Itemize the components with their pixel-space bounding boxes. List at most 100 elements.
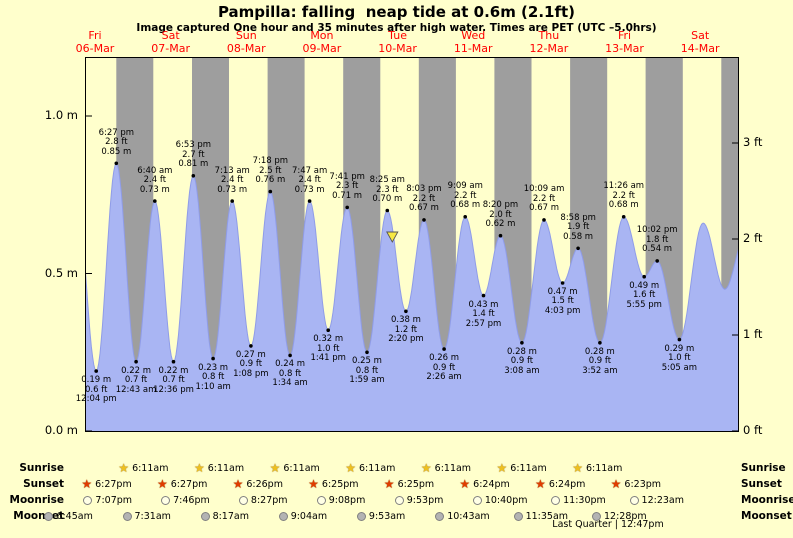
tide-height-ft-label: 1.0 ft: [668, 353, 691, 364]
tide-extreme-dot: [542, 218, 546, 222]
sunrise-star-icon: ★: [496, 461, 508, 475]
astro-label-right-sunrise: Sunrise: [741, 462, 786, 474]
astro-time: 10:43am: [447, 510, 490, 522]
tide-time-label: 1:34 am: [272, 378, 308, 389]
tide-extreme-dot: [211, 356, 215, 361]
tide-height-m-label: 0.68 m: [450, 200, 481, 211]
sunrise-star-icon: ★: [193, 461, 205, 475]
tide-height-ft-label: 1.2 ft: [394, 324, 418, 335]
low-tide-annotation: 0.23 m 0.8 ft 1:10 am: [181, 362, 245, 393]
astro-entry-moonset: 12:28pm: [591, 509, 647, 523]
astro-entry-moonrise: 9:53pm: [394, 493, 443, 507]
day-date: 11-Mar: [453, 41, 493, 55]
sunset-star-icon: ★: [459, 477, 471, 491]
tide-time-label: 6:53 pm: [175, 140, 212, 151]
tide-time-label: 3:52 am: [582, 365, 618, 376]
day-name: Sat: [161, 29, 180, 42]
tide-height-m-label: 0.73 m: [217, 184, 248, 195]
astro-entry-sunset: ★ 6:23pm: [611, 477, 661, 491]
sunset-star-icon: ★: [383, 477, 395, 491]
astro-row-moonrise: Moonrise Moonrise 7:07pm 7:46pm 8:27pm 9:08pm…: [0, 493, 793, 507]
astro-entry-sunset: ★ 6:26pm: [233, 477, 283, 491]
astro-time: 6:11am: [510, 462, 547, 474]
tide-height-m-label: 0.49 m: [629, 280, 660, 291]
day-label: Thu 12-Mar: [509, 29, 589, 55]
astro-time: 6:24pm: [473, 478, 510, 490]
tide-extreme-dot: [191, 174, 196, 178]
tide-time-label: 4:03 pm: [544, 305, 581, 316]
tide-height-m-label: 0.28 m: [506, 346, 537, 357]
tide-height-m-label: 0.85 m: [101, 146, 132, 157]
tide-time-label: 9:09 am: [447, 181, 483, 192]
tide-height-ft-label: 2.2 ft: [454, 190, 477, 201]
astro-time: 6:25pm: [397, 478, 435, 490]
day-date: 10-Mar: [378, 41, 417, 55]
tide-height-m-label: 0.23 m: [198, 362, 229, 373]
tide-height-m-label: 0.68 m: [608, 200, 639, 211]
tide-height-m-label: 0.81 m: [178, 159, 209, 170]
astro-time: 8:27pm: [250, 494, 288, 506]
astro-time: 11:30pm: [563, 494, 606, 506]
tide-height-m-label: 0.70 m: [372, 194, 403, 204]
astro-entry-moonrise: 11:30pm: [551, 493, 606, 507]
low-tide-annotation: 0.28 m 0.9 ft 3:52 am: [568, 347, 632, 377]
tide-time-label: 10:02 pm: [636, 225, 678, 236]
tide-height-ft-label: 2.2 ft: [412, 193, 436, 204]
tide-extreme-dot: [422, 218, 426, 222]
tide-height-ft-label: 0.9 ft: [432, 362, 456, 373]
high-tide-annotation: 6:40 am 2.4 ft 0.73 m: [123, 166, 187, 196]
tide-time-label: 7:18 pm: [252, 156, 289, 167]
low-tide-annotation: 0.38 m 1.2 ft 2:20 pm: [374, 316, 438, 345]
tide-time-label: 1:41 pm: [310, 353, 346, 364]
tide-height-m-label: 0.24 m: [275, 359, 305, 370]
tide-extreme-dot: [621, 215, 626, 219]
day-label: Fri 06-Mar: [55, 29, 135, 55]
tide-time-label: 12:36 pm: [153, 384, 194, 395]
tide-extreme-dot: [94, 369, 98, 373]
day-label: Fri 13-Mar: [585, 29, 665, 55]
high-tide-annotation: 7:18 pm 2.5 ft 0.76 m: [238, 157, 302, 186]
tide-height-ft-label: 2.7 ft: [182, 149, 205, 160]
tide-time-label: 8:58 pm: [560, 212, 596, 223]
astro-entry-moonrise: 7:07pm: [83, 493, 132, 507]
tide-height-ft-label: 2.2 ft: [532, 193, 556, 204]
sunrise-star-icon: ★: [118, 461, 130, 475]
astro-time: 10:40pm: [484, 494, 528, 506]
low-tide-annotation: 0.27 m 0.9 ft 1:08 pm: [219, 350, 283, 380]
tide-time-label: 11:26 am: [603, 181, 645, 192]
astro-row-sunrise: Sunrise Sunrise ★ 6:11am ★ 6:11am ★ 6:11am ★ 6:11…: [0, 461, 793, 475]
astro-time: 6:26pm: [246, 478, 283, 490]
tide-extreme-dot: [598, 341, 602, 345]
tide-height-ft-label: 1.4 ft: [472, 309, 495, 320]
astro-time: 7:31am: [134, 510, 171, 522]
astro-entry-sunset: ★ 6:27pm: [157, 477, 207, 491]
astro-entry-moonset: 6:45am: [44, 509, 93, 523]
tide-extreme-dot: [385, 208, 390, 213]
tide-time-label: 3:08 am: [504, 365, 540, 376]
low-tide-annotation: 0.22 m 0.7 ft 12:36 pm: [142, 366, 206, 396]
day-date: 07-Mar: [151, 41, 190, 55]
astro-entry-sunrise: ★ 6:11am: [497, 461, 547, 475]
sunrise-star-icon: ★: [572, 461, 583, 475]
moon-phase-label: Last Quarter | 12:47pm: [552, 519, 664, 530]
moonset-disc-icon: [44, 511, 54, 521]
sunset-star-icon: ★: [156, 477, 168, 491]
tide-height-m-label: 0.47 m: [547, 286, 578, 297]
astro-time: 12:23am: [641, 494, 684, 506]
tide-height-ft-label: 2.2 ft: [612, 190, 635, 201]
astro-entry-moonset: 9:04am: [278, 509, 327, 523]
tide-extreme-dot: [404, 309, 408, 314]
tide-height-ft-label: 0.7 ft: [124, 375, 148, 386]
astro-label-left-sunrise: Sunrise: [19, 462, 64, 474]
astro-time: 6:27pm: [95, 478, 132, 490]
meters-axis-label: 1.0 m: [44, 108, 78, 122]
tide-time-label: 7:13 am: [214, 165, 250, 176]
feet-axis-label: 0 ft: [743, 423, 763, 437]
tide-extreme-dot: [307, 199, 312, 203]
astro-time: 7:07pm: [95, 494, 133, 506]
tide-extreme-dot: [642, 274, 646, 279]
moonrise-disc-icon: [394, 495, 404, 505]
low-tide-annotation: 0.28 m 0.9 ft 3:08 am: [490, 346, 554, 377]
day-label: Sun 08-Mar: [206, 29, 286, 55]
moonset-disc-icon: [122, 511, 132, 521]
